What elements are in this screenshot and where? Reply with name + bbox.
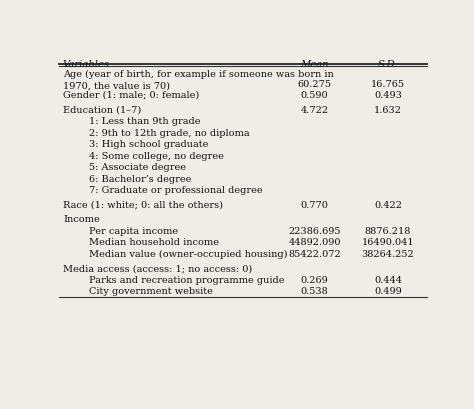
- Text: 1: Less than 9th grade: 1: Less than 9th grade: [89, 117, 200, 126]
- Text: Media access (access: 1; no access: 0): Media access (access: 1; no access: 0): [63, 265, 252, 274]
- Text: 16.765: 16.765: [371, 81, 405, 90]
- Text: Race (1: white; 0: all the others): Race (1: white; 0: all the others): [63, 201, 223, 210]
- Text: 16490.041: 16490.041: [362, 238, 414, 247]
- Text: 85422.072: 85422.072: [288, 250, 341, 259]
- Text: 7: Graduate or professional degree: 7: Graduate or professional degree: [89, 186, 262, 195]
- Text: 5: Associate degree: 5: Associate degree: [89, 163, 186, 172]
- Text: 44892.090: 44892.090: [288, 238, 341, 247]
- Text: Mean: Mean: [300, 60, 329, 69]
- Text: Median value (owner-occupied housing): Median value (owner-occupied housing): [89, 250, 287, 259]
- Text: 4: Some college, no degree: 4: Some college, no degree: [89, 152, 224, 161]
- Text: 0.770: 0.770: [301, 201, 328, 210]
- Text: City government website: City government website: [89, 288, 212, 297]
- Text: 0.590: 0.590: [301, 91, 328, 100]
- Text: Gender (1: male; 0: female): Gender (1: male; 0: female): [63, 91, 199, 100]
- Text: 0.538: 0.538: [301, 288, 328, 297]
- Text: 0.269: 0.269: [301, 276, 328, 285]
- Text: 0.444: 0.444: [374, 276, 402, 285]
- Text: Age (year of birth, for example if someone was born in
1970, the value is 70): Age (year of birth, for example if someo…: [63, 70, 334, 90]
- Text: 3: High school graduate: 3: High school graduate: [89, 140, 208, 149]
- Text: 38264.252: 38264.252: [362, 250, 414, 259]
- Text: 22386.695: 22386.695: [288, 227, 341, 236]
- Text: 6: Bachelor’s degree: 6: Bachelor’s degree: [89, 175, 191, 184]
- Text: 0.499: 0.499: [374, 288, 402, 297]
- Text: Per capita income: Per capita income: [89, 227, 178, 236]
- Text: Variables: Variables: [63, 60, 110, 69]
- Text: 4.722: 4.722: [301, 106, 328, 115]
- Text: 0.493: 0.493: [374, 91, 402, 100]
- Text: 8876.218: 8876.218: [365, 227, 411, 236]
- Text: 0.422: 0.422: [374, 201, 402, 210]
- Text: Income: Income: [63, 216, 100, 225]
- Text: Median household income: Median household income: [89, 238, 219, 247]
- Text: 1.632: 1.632: [374, 106, 402, 115]
- Text: S.D.: S.D.: [378, 60, 398, 69]
- Text: Parks and recreation programme guide: Parks and recreation programme guide: [89, 276, 284, 285]
- Text: Education (1–7): Education (1–7): [63, 106, 141, 115]
- Text: 60.275: 60.275: [298, 81, 331, 90]
- Text: 2: 9th to 12th grade, no diploma: 2: 9th to 12th grade, no diploma: [89, 128, 249, 137]
